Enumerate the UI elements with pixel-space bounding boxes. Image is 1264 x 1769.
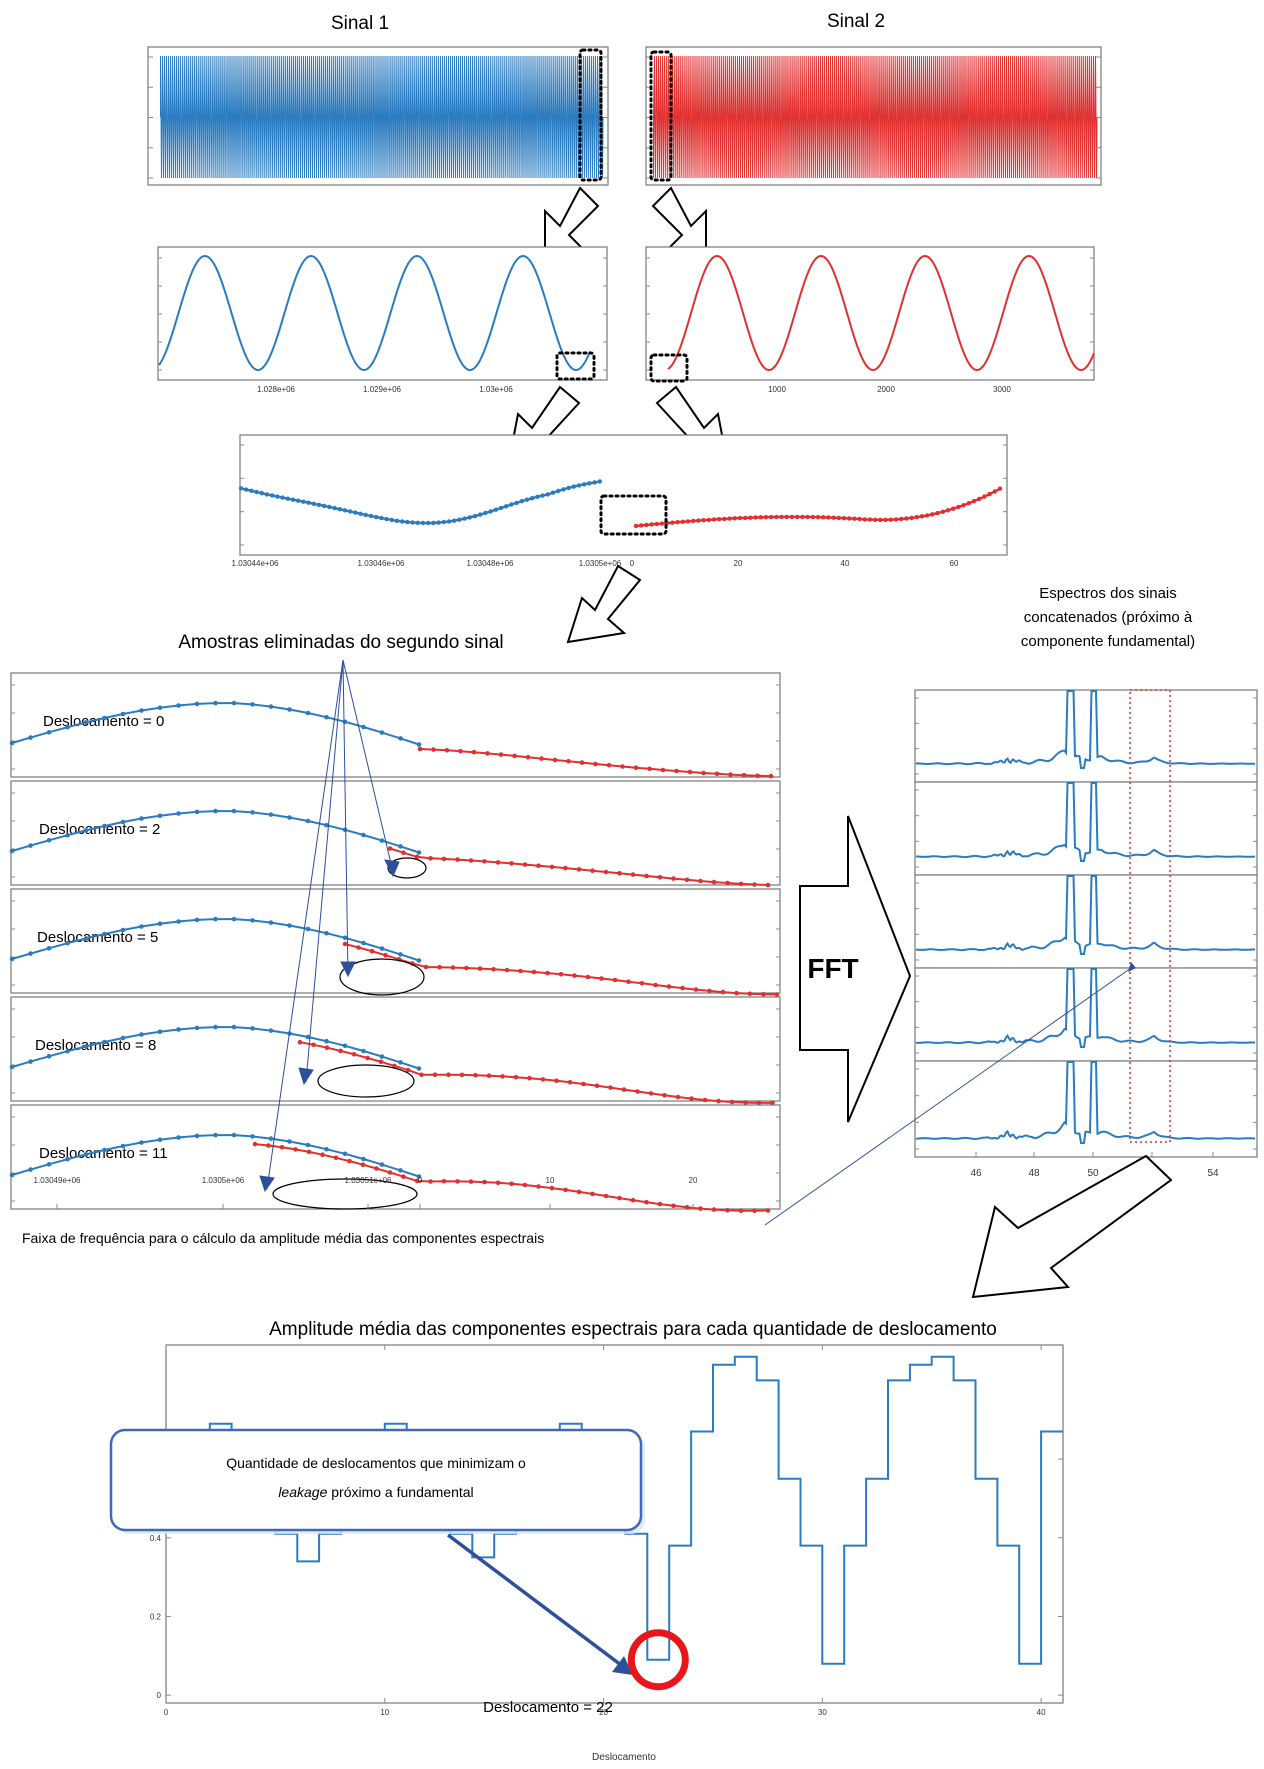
zoom1-tick-2: 1.03e+06 [479, 385, 513, 394]
eliminated-samples-pointers [259, 659, 400, 1193]
spectra-title-line-2: concatenados (próximo à [1024, 609, 1193, 626]
eliminated-samples-ellipse-2 [387, 857, 427, 879]
spectrum-panel-4 [914, 967, 1258, 1062]
min-annotation: Deslocamento = 22 [483, 1699, 613, 1716]
shift-label-2: Deslocamento = 2 [39, 821, 160, 838]
zoom1-tick-1: 1.029e+06 [363, 385, 402, 394]
shift-xtick-l0: 1.03049e+06 [34, 1176, 81, 1185]
bottom-xtick-40: 40 [1037, 1708, 1046, 1717]
signal1-title: Sinal 1 [331, 13, 389, 34]
spectra-panels [914, 689, 1258, 1158]
eliminated-samples-ellipse-11 [272, 1178, 418, 1210]
spectrum-panel-5 [914, 1060, 1258, 1158]
signal2-full-panel [645, 46, 1102, 186]
shift-panel-0: Deslocamento = 0 [9, 672, 781, 779]
shift-xtick-l1: 1.0305e+06 [202, 1176, 245, 1185]
bottom-title: Amplitude média das componentes espectra… [269, 1319, 997, 1340]
callout-line-1: Quantidade de deslocamentos que minimiza… [226, 1455, 526, 1471]
spectra-title-line-3: componente fundamental) [1021, 633, 1195, 650]
zoom2-tick-2: 3000 [993, 385, 1011, 394]
callout-line-2: leakage próximo a fundamental [278, 1484, 473, 1500]
spectra-xtick-0: 46 [970, 1168, 982, 1179]
spectrum-panel-2 [914, 781, 1258, 876]
junction-selection [599, 494, 668, 536]
spectrum-panel-1 [914, 689, 1258, 783]
junction-tick-l2: 1.03048e+06 [467, 559, 514, 568]
bottom-xlabel: Deslocamento [592, 1752, 656, 1763]
callout-leakage-word: leakage [278, 1484, 327, 1500]
zoom2-tick-0: 1000 [768, 385, 786, 394]
zoom1-tick-0: 1.028e+06 [257, 385, 296, 394]
shift-label-0: Deslocamento = 0 [43, 713, 164, 730]
junction-tick-l3: 1.0305e+06 [579, 559, 622, 568]
bottom-xtick-0: 0 [164, 1708, 169, 1717]
fft-label: FFT [807, 953, 858, 984]
shift-panels: Deslocamento = 0 Deslocamento = 2 Deslocam… [9, 672, 781, 1213]
arrow-down-right-1 [651, 186, 707, 251]
zoom1-end-selection [555, 351, 596, 381]
bottom-xtick-30: 30 [818, 1708, 827, 1717]
shift-panel-5: Deslocamento = 5 [9, 888, 781, 997]
spectra-title-line-1: Espectros dos sinais [1039, 585, 1177, 602]
junction-tick-l1: 1.03046e+06 [358, 559, 405, 568]
bottom-ytick-0: 0 [157, 1691, 162, 1700]
shift-xtick-r1: 10 [546, 1176, 555, 1185]
frequency-band-selection [1129, 689, 1171, 1143]
spectrum-curve-5 [915, 1061, 1256, 1144]
shift-label-8: Deslocamento = 8 [35, 1037, 156, 1054]
eliminated-samples-ellipse-8 [317, 1064, 415, 1098]
spectra-xtick-4: 54 [1207, 1168, 1219, 1179]
shift-label-5: Deslocamento = 5 [37, 929, 158, 946]
spectra-xtick-2: 50 [1087, 1168, 1099, 1179]
spectrum-curve-4 [915, 968, 1255, 1048]
junction-tick-l0: 1.03044e+06 [232, 559, 279, 568]
bottom-xtick-10: 10 [380, 1708, 389, 1717]
band-caption: Faixa de frequência para o cálculo da am… [22, 1230, 544, 1246]
signal1-zoom-panel: 1.028e+06 1.029e+06 1.03e+06 [157, 246, 608, 394]
shift-panel-11: Deslocamento = 11 [9, 1104, 781, 1213]
signal2-title: Sinal 2 [827, 11, 885, 32]
signal2-zoom-panel: 1000 2000 3000 [645, 246, 1095, 394]
shift-xtick-r2: 20 [689, 1176, 698, 1185]
bottom-xtick-20: 20 [599, 1708, 608, 1717]
fft-arrow: FFT [799, 815, 912, 1123]
zoom2-start-selection [649, 353, 689, 383]
junction-tick-r3: 60 [950, 559, 959, 568]
shift-section-title: Amostras eliminadas do segundo sinal [178, 632, 503, 653]
junction-panel: 1.03044e+06 1.03046e+06 1.03048e+06 1.03… [232, 434, 1008, 568]
arrow-down-left-3 [566, 564, 642, 644]
arrow-down-left-1 [544, 186, 600, 251]
zoom2-tick-1: 2000 [877, 385, 895, 394]
minimum-highlight-circle [627, 1629, 689, 1691]
spectrum-curve-3 [915, 875, 1255, 955]
band-pointer [764, 962, 1136, 1226]
arrow-down-left-4 [971, 1154, 1173, 1299]
shift-xtick-l2: 1.03051e+06 [345, 1176, 392, 1185]
spectrum-curve-1 [915, 690, 1256, 769]
min-leakage-callout: Quantidade de deslocamentos que minimiza… [109, 1428, 645, 1534]
spectra-xtick-1: 48 [1028, 1168, 1040, 1179]
junction-tick-r0: 0 [630, 559, 635, 568]
shift-xtick-r0: 0 [418, 1176, 423, 1185]
callout-line-2-rest: próximo a fundamental [327, 1484, 473, 1500]
junction-tick-r1: 20 [734, 559, 743, 568]
signal1-end-selection [578, 48, 603, 182]
junction-tick-r2: 40 [841, 559, 850, 568]
shift-panel-8: Deslocamento = 8 [9, 996, 781, 1106]
bottom-ytick-0.2: 0.2 [150, 1612, 162, 1621]
callout-arrow [446, 1533, 633, 1675]
eliminated-samples-ellipse-5 [339, 958, 425, 996]
shift-label-11: Deslocamento = 11 [39, 1145, 168, 1162]
signal1-full-panel [147, 46, 609, 186]
spectrum-curve-2 [915, 782, 1255, 862]
bottom-ytick-0.4: 0.4 [150, 1534, 162, 1543]
spectrum-panel-3 [914, 874, 1258, 969]
signal2-start-selection [649, 50, 673, 182]
